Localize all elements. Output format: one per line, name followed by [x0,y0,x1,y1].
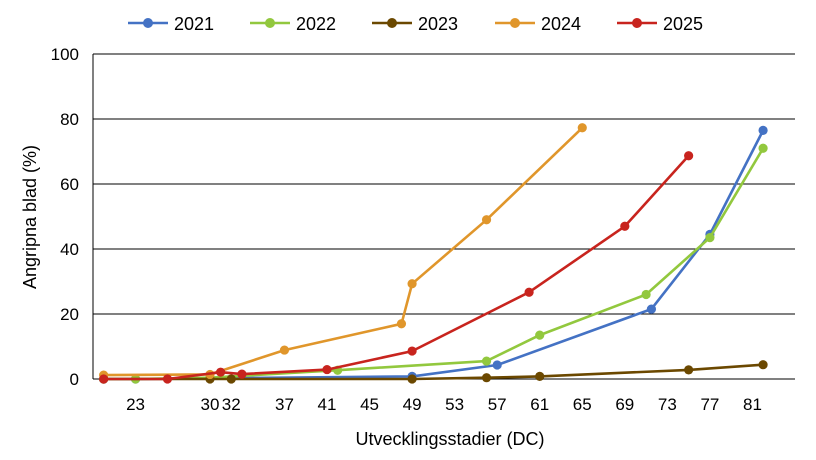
data-point [407,346,417,356]
series-2021 [99,125,768,384]
legend-item-2024: 2024 [495,14,581,34]
legend-label: 2024 [541,14,581,34]
legend-item-2022: 2022 [250,14,336,34]
legend-label: 2025 [663,14,703,34]
series-line-2025 [103,154,690,381]
y-axis-label: Angripna blad (%) [20,145,40,289]
gridlines [93,53,795,315]
x-tick-label: 57 [488,395,507,414]
legend-swatch-marker [265,18,275,28]
x-axis-label: Utvecklingsstadier (DC) [355,429,544,449]
data-point [481,356,492,366]
data-point [481,215,492,225]
x-tick-label: 81 [743,395,762,414]
legend-swatch-marker [510,18,520,28]
x-tick-label: 69 [615,395,634,414]
x-tick-label: 77 [700,395,719,414]
legend-label: 2022 [296,14,336,34]
legend-item-2025: 2025 [617,14,703,34]
x-tick-label: 49 [403,395,422,414]
y-tick-label: 0 [70,370,79,389]
data-point [407,374,417,384]
data-point [407,279,417,289]
x-tick-label: 32 [222,395,241,414]
x-tick-label: 65 [573,395,592,414]
data-point [396,319,407,329]
legend-label: 2021 [174,14,214,34]
y-tick-label: 80 [60,110,79,129]
data-point [492,360,502,370]
series-2024 [99,123,587,380]
data-point [535,330,545,340]
y-tick-label: 20 [60,305,79,324]
y-tick-labels: 0 20 40 60 80 100 [51,45,79,389]
x-tick-label: 73 [658,395,677,414]
legend-item-2023: 2023 [372,14,458,34]
series-line-2024 [103,126,584,377]
data-point [758,143,768,153]
x-tick-label: 37 [275,395,294,414]
data-point [684,151,694,161]
data-point [535,371,545,381]
data-point [758,125,768,135]
y-tick-label: 40 [60,240,79,259]
y-tick-label: 60 [60,175,79,194]
x-tick-label: 41 [318,395,337,414]
legend-label: 2023 [418,14,458,34]
series-2025 [99,151,694,384]
data-point [237,369,247,379]
y-tick-label: 100 [51,45,79,64]
legend-swatch-marker [632,18,642,28]
data-point [641,289,651,300]
x-tick-labels: 23 30 32 37 41 45 49 53 57 61 65 69 73 77 81 [126,395,762,414]
data-point [524,287,534,297]
data-point [758,360,768,370]
data-point [620,221,630,231]
axes [92,54,795,380]
data-point [279,345,290,355]
data-point [322,364,332,375]
legend: 2021 2022 2023 2024 2025 [128,14,703,34]
x-tick-label: 23 [126,395,145,414]
data-point [226,374,236,384]
series-group [99,123,768,384]
data-point [646,304,657,314]
legend-swatch-marker [143,18,153,28]
x-tick-label: 61 [530,395,549,414]
data-point [99,374,109,384]
data-point [162,374,173,384]
legend-item-2021: 2021 [128,14,214,34]
x-tick-label: 53 [445,395,464,414]
data-point [481,373,492,383]
data-point [705,233,715,243]
x-tick-label: 30 [201,395,220,414]
data-point [577,123,587,133]
x-tick-label: 45 [360,395,379,414]
data-point [216,367,226,377]
legend-swatch-marker [387,18,397,28]
data-point [684,365,694,375]
